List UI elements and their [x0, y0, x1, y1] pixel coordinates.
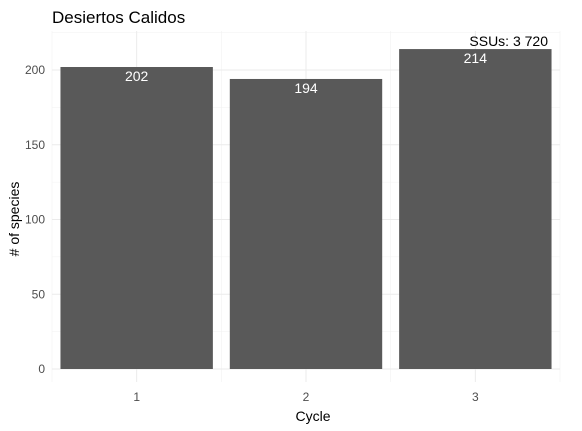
chart-title: Desiertos Calidos: [52, 8, 185, 27]
y-tick-label: 200: [25, 63, 45, 77]
y-tick-label: 50: [32, 287, 46, 301]
bars: [60, 49, 552, 369]
ssu-annotation: SSUs: 3 720: [469, 33, 548, 49]
y-tick-label: 0: [38, 362, 45, 376]
x-axis-ticks: 1 2 3: [133, 390, 479, 404]
y-tick-label: 100: [25, 213, 45, 227]
x-tick-label: 3: [472, 390, 479, 404]
x-axis-title: Cycle: [295, 408, 330, 424]
y-axis-ticks: 0 50 100 150 200: [25, 63, 45, 376]
bar-cycle-3: [399, 49, 552, 369]
x-tick-label: 1: [133, 390, 140, 404]
bar-value-label: 194: [294, 80, 318, 96]
y-tick-label: 150: [25, 138, 45, 152]
x-tick-label: 2: [303, 390, 310, 404]
bar-cycle-2: [229, 78, 383, 369]
y-axis-title: # of species: [6, 182, 22, 257]
bar-labels: 202 194 214: [125, 50, 487, 96]
bar-value-label: 202: [125, 68, 149, 84]
bar-value-label: 214: [464, 50, 488, 66]
bar-cycle-1: [60, 67, 213, 369]
